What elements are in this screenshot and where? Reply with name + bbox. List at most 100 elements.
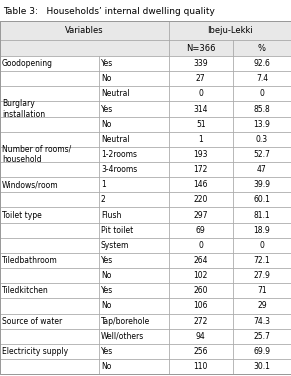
Text: No: No (101, 120, 111, 129)
Text: 94: 94 (196, 332, 206, 341)
Bar (233, 40, 291, 56)
Text: 1-2rooms: 1-2rooms (101, 150, 137, 159)
Bar (99, 329, 169, 344)
Text: 74.3: 74.3 (253, 317, 270, 326)
Bar (0, 283, 99, 299)
Bar (0, 86, 99, 102)
Text: 69: 69 (196, 226, 206, 235)
Text: 272: 272 (194, 317, 208, 326)
Bar (233, 299, 291, 314)
Text: 47: 47 (257, 165, 267, 174)
Text: Neutral: Neutral (101, 89, 129, 99)
Text: 29: 29 (257, 302, 267, 311)
Text: 2: 2 (101, 196, 106, 205)
Bar (169, 329, 233, 344)
Bar (99, 193, 169, 208)
Text: No: No (101, 362, 111, 371)
Bar (0, 56, 99, 71)
Bar (169, 40, 233, 56)
Bar (0, 268, 99, 283)
Text: 0: 0 (260, 89, 264, 99)
Bar (99, 86, 169, 102)
Bar (233, 102, 291, 117)
Text: Yes: Yes (101, 59, 113, 68)
Bar (233, 359, 291, 374)
Text: 256: 256 (194, 347, 208, 356)
Text: Pit toilet: Pit toilet (101, 226, 133, 235)
Bar (0, 117, 99, 132)
Bar (99, 314, 169, 329)
Text: Source of water: Source of water (2, 317, 62, 326)
Text: 146: 146 (194, 180, 208, 189)
Bar (0, 208, 99, 223)
Text: Tiledbathroom: Tiledbathroom (2, 256, 58, 265)
Bar (99, 56, 169, 71)
Bar (233, 329, 291, 344)
Bar (0, 193, 99, 208)
Text: 3-4rooms: 3-4rooms (101, 165, 137, 174)
Bar (233, 344, 291, 359)
Text: 1: 1 (198, 135, 203, 144)
Bar (233, 117, 291, 132)
Text: Toilet type: Toilet type (2, 211, 42, 220)
Text: 106: 106 (194, 302, 208, 311)
Bar (169, 193, 233, 208)
Text: Windows/room: Windows/room (2, 180, 59, 189)
Bar (0, 329, 99, 344)
Text: N=366: N=366 (186, 44, 216, 53)
Bar (0, 238, 99, 253)
Bar (0, 314, 99, 329)
Bar (0, 132, 99, 147)
Bar (233, 253, 291, 268)
Text: System: System (101, 241, 129, 250)
Text: 18.9: 18.9 (253, 226, 270, 235)
Bar (0, 177, 99, 193)
Text: Well/others: Well/others (101, 332, 144, 341)
Bar (233, 71, 291, 86)
Bar (233, 314, 291, 329)
Text: 27.9: 27.9 (253, 271, 270, 280)
Bar (99, 253, 169, 268)
Text: 260: 260 (194, 286, 208, 295)
Text: 71: 71 (257, 286, 267, 295)
Bar (233, 86, 291, 102)
Bar (0, 40, 169, 56)
Bar (99, 223, 169, 238)
Text: Yes: Yes (101, 105, 113, 114)
Bar (169, 268, 233, 283)
Bar (0, 102, 99, 117)
Bar (99, 117, 169, 132)
Text: 102: 102 (194, 271, 208, 280)
Text: 314: 314 (194, 105, 208, 114)
Text: No: No (101, 302, 111, 311)
Bar (169, 223, 233, 238)
Bar (169, 21, 291, 40)
Text: Yes: Yes (101, 286, 113, 295)
Text: 297: 297 (194, 211, 208, 220)
Text: 0: 0 (198, 89, 203, 99)
Bar (233, 223, 291, 238)
Bar (233, 268, 291, 283)
Text: Electricity supply: Electricity supply (2, 347, 68, 356)
Bar (169, 102, 233, 117)
Text: 72.1: 72.1 (253, 256, 270, 265)
Bar (0, 344, 99, 359)
Bar (0, 21, 169, 40)
Bar (169, 208, 233, 223)
Text: 85.8: 85.8 (253, 105, 270, 114)
Text: 172: 172 (194, 165, 208, 174)
Bar (169, 238, 233, 253)
Text: 81.1: 81.1 (253, 211, 270, 220)
Text: Tiledkitchen: Tiledkitchen (2, 286, 49, 295)
Bar (0, 71, 99, 86)
Text: Yes: Yes (101, 347, 113, 356)
Text: %: % (258, 44, 266, 53)
Bar (169, 299, 233, 314)
Bar (169, 132, 233, 147)
Text: 25.7: 25.7 (253, 332, 270, 341)
Bar (99, 283, 169, 299)
Text: 27: 27 (196, 74, 206, 83)
Text: 39.9: 39.9 (253, 180, 270, 189)
Text: Flush: Flush (101, 211, 121, 220)
Text: 1: 1 (101, 180, 106, 189)
